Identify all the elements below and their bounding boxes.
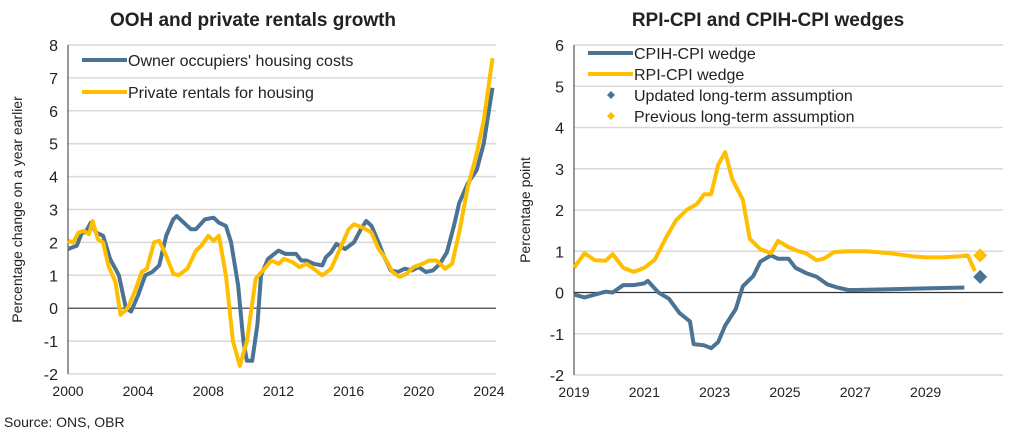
chart-title: OOH and private rentals growth xyxy=(110,10,396,31)
assumption-point-diamond xyxy=(973,269,988,284)
y-tick-label: 3 xyxy=(555,162,564,179)
x-tick-label: 2020 xyxy=(403,383,434,399)
y-tick-label: 5 xyxy=(49,137,58,154)
y-tick-label: 4 xyxy=(555,121,564,138)
y-tick-label: 0 xyxy=(555,286,564,303)
chart-title: RPI-CPI and CPIH-CPI wedges xyxy=(632,10,904,31)
x-tick-label: 2021 xyxy=(629,384,660,400)
x-tick-label: 2016 xyxy=(333,383,364,399)
legend-diamond xyxy=(607,91,615,99)
x-tick-label: 2027 xyxy=(840,384,871,400)
series-line xyxy=(573,253,965,351)
y-tick-label: 8 xyxy=(49,38,58,55)
y-tick-label: -2 xyxy=(44,367,58,384)
assumption-point-diamond xyxy=(973,248,988,263)
x-tick-label: 2008 xyxy=(193,383,224,399)
legend-label: CPIH-CPI wedge xyxy=(634,46,756,63)
x-tick-label: 2000 xyxy=(52,383,83,399)
y-tick-label: -2 xyxy=(550,368,564,385)
y-tick-label: 1 xyxy=(49,268,58,285)
y-tick-label: -1 xyxy=(44,334,58,351)
y-axis-label: Percentage point xyxy=(517,157,533,263)
x-tick-label: 2024 xyxy=(473,383,504,399)
y-tick-label: 6 xyxy=(555,38,564,55)
x-tick-label: 2004 xyxy=(123,383,154,399)
x-tick-label: 2023 xyxy=(699,384,730,400)
legend-label: Previous long-term assumption xyxy=(634,109,855,126)
x-tick-label: 2029 xyxy=(910,384,941,400)
x-tick-label: 2019 xyxy=(558,384,589,400)
y-tick-label: 3 xyxy=(49,203,58,220)
series-line xyxy=(67,57,495,368)
y-tick-label: 1 xyxy=(555,244,564,261)
legend-label: Updated long-term assumption xyxy=(634,88,853,105)
source-note: Source: ONS, OBR xyxy=(4,414,125,430)
y-axis-label: Percentage change on a year earlier xyxy=(9,96,25,323)
y-tick-label: 5 xyxy=(555,79,564,96)
y-tick-label: 4 xyxy=(49,170,58,187)
x-tick-label: 2012 xyxy=(263,383,294,399)
x-tick-label: 2025 xyxy=(769,384,800,400)
y-tick-label: 2 xyxy=(49,235,58,252)
legend-label: Private rentals for housing xyxy=(128,85,314,102)
y-tick-label: 2 xyxy=(555,203,564,220)
series-line xyxy=(572,150,977,274)
y-tick-label: -1 xyxy=(550,327,564,344)
legend-diamond xyxy=(607,112,615,120)
legend-label: RPI-CPI wedge xyxy=(634,67,744,84)
series-line xyxy=(67,87,495,363)
y-tick-label: 0 xyxy=(49,301,58,318)
y-tick-label: 7 xyxy=(49,71,58,88)
y-tick-label: 6 xyxy=(49,104,58,121)
legend-label: Owner occupiers' housing costs xyxy=(128,53,353,70)
